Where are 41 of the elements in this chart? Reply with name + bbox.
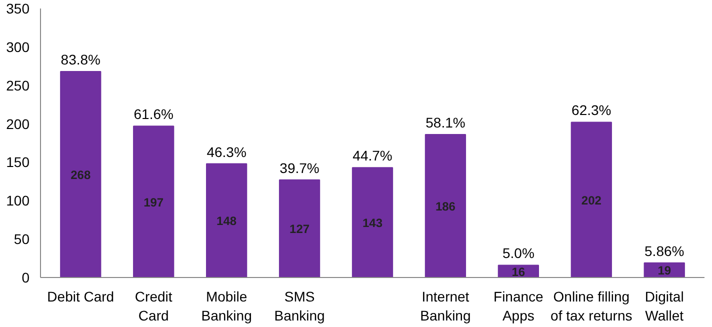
x-tick-label: SMS Banking <box>274 288 325 324</box>
y-tick-label: 150 <box>6 154 30 170</box>
annotation: 62.3% <box>572 102 612 118</box>
y-tick-label: 300 <box>6 38 30 55</box>
data-label: 148 <box>216 214 237 228</box>
data-label: 186 <box>435 200 456 214</box>
data-label: 16 <box>512 264 526 279</box>
annotation: 83.8% <box>60 52 100 68</box>
data-label: 19 <box>658 264 672 278</box>
y-tick-label: 350 <box>6 0 30 16</box>
x-tick-label: Internet Banking <box>420 288 471 324</box>
annotation: 5.0% <box>502 245 534 262</box>
annotation: 61.6% <box>134 106 174 122</box>
bar <box>570 122 612 278</box>
y-tick-label: 100 <box>6 192 30 209</box>
bar <box>133 126 174 278</box>
y-tick-label: 0 <box>22 270 30 286</box>
data-label: 197 <box>144 195 164 210</box>
x-tick-label: Debit Card <box>47 288 114 304</box>
x-tick-label: Digital Wallet <box>644 288 684 324</box>
annotation: 5.86% <box>644 242 684 259</box>
annotation: 58.1% <box>426 114 466 131</box>
y-tick-label: 200 <box>6 116 30 132</box>
bar <box>278 179 320 278</box>
bar <box>60 71 102 278</box>
y-tick-label: 50 <box>14 231 30 248</box>
bar <box>352 167 394 278</box>
data-label: 143 <box>362 216 383 230</box>
x-tick-label: Credit Card <box>134 288 172 324</box>
x-tick-label: Finance Apps <box>494 288 544 324</box>
bar <box>424 134 466 278</box>
annotation: 46.3% <box>206 144 246 160</box>
x-tick-label: Mobile Banking <box>201 288 252 324</box>
data-label: 202 <box>581 193 602 208</box>
y-tick-label: 250 <box>6 77 30 94</box>
bar <box>206 163 248 278</box>
data-label: 127 <box>290 222 310 236</box>
data-label: 268 <box>70 168 91 182</box>
x-tick-label: Online filling of tax returns <box>550 288 632 324</box>
annotation: 39.7% <box>280 160 320 176</box>
annotation: 44.7% <box>352 148 392 164</box>
